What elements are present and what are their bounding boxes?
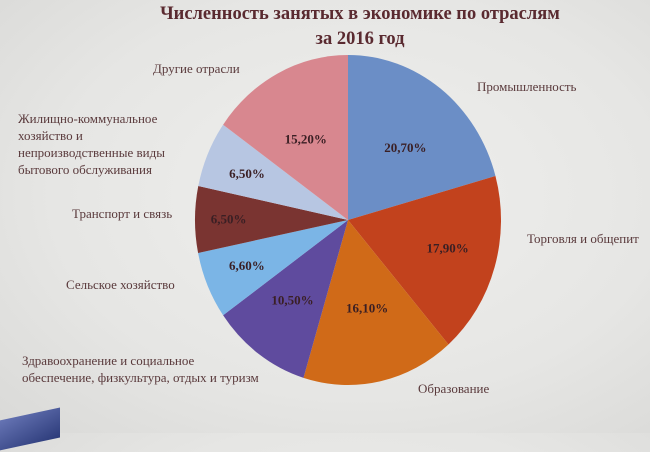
slice-category-label: Образование: [418, 381, 490, 396]
slice-value-label: 17,90%: [427, 241, 469, 256]
slice-value-label: 20,70%: [384, 140, 426, 155]
slice-category-label: Торговля и общепит: [527, 231, 639, 246]
pie-slice: [195, 186, 348, 253]
slice-value-label: 15,20%: [285, 131, 327, 146]
slice-category-label: Здравоохранение и социальное обеспечение…: [22, 353, 259, 385]
slice-value-label: 10,50%: [271, 292, 313, 307]
slice-category-label: Жилищно-коммунальное хозяйство и непроиз…: [18, 111, 165, 177]
slice-value-label: 6,50%: [211, 212, 247, 227]
slice-category-label: Транспорт и связь: [72, 206, 173, 221]
chart-title: Численность занятых в экономике по отрас…: [160, 4, 560, 49]
pie-slice: [198, 124, 348, 220]
slice-value-label: 16,10%: [346, 301, 388, 316]
slice-category-label: Промышленность: [477, 79, 577, 94]
slice-value-label: 6,60%: [229, 258, 265, 273]
pie-slice: [198, 220, 348, 316]
pie-slice: [223, 220, 348, 378]
pie-slice: [348, 175, 502, 345]
pie-slice: [303, 220, 449, 386]
slice-category-label: Другие отрасли: [153, 61, 240, 76]
pie-chart: 20,70% 17,90% 16,10% 10,50% 6,60% 6,50% 6,50% 1…: [195, 54, 502, 386]
pie-slice: [348, 55, 496, 220]
slice-category-label: Сельское хозяйство: [66, 277, 175, 292]
slice-value-label: 6,50%: [229, 166, 265, 181]
pie-slice: [223, 54, 348, 221]
